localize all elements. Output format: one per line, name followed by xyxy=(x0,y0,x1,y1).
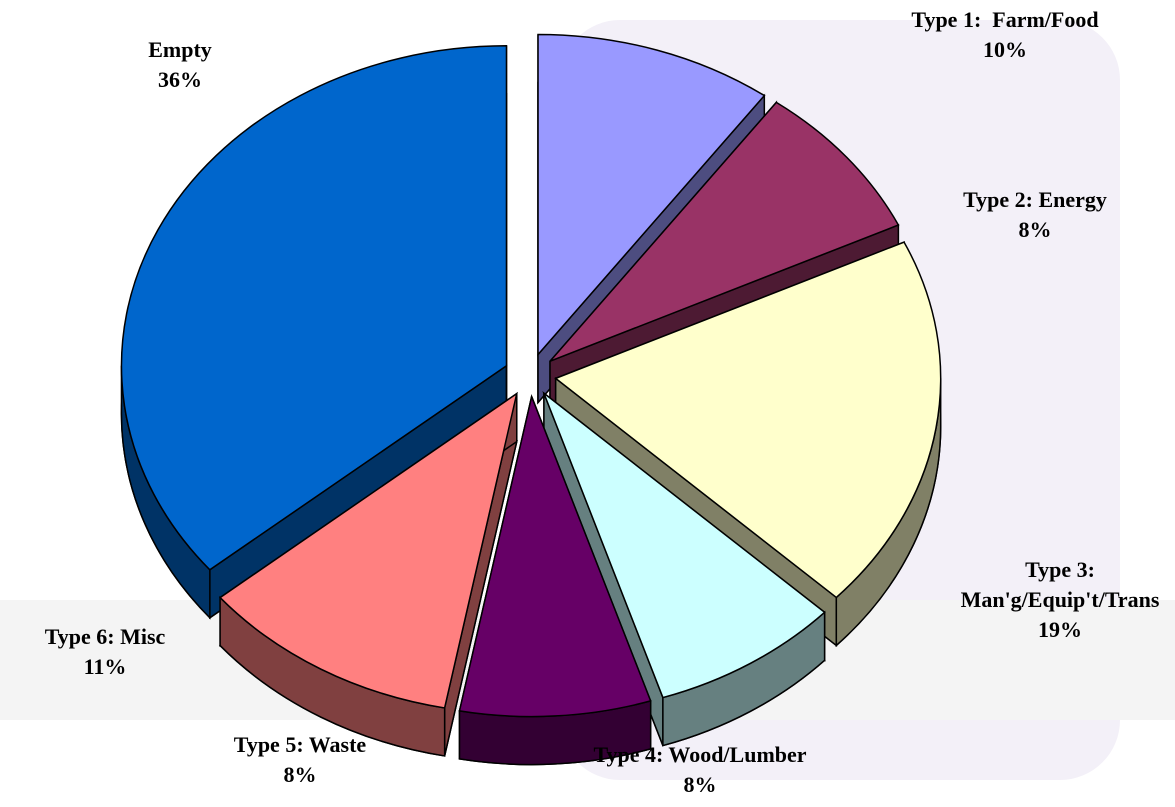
value-label: 11% xyxy=(83,654,127,679)
value-label: 36% xyxy=(158,67,202,92)
value-label: 8% xyxy=(1018,217,1052,242)
slice-label: Type 6: Misc 11% xyxy=(0,622,215,682)
category-label: Type 2: Energy xyxy=(963,187,1107,212)
slice-label: Empty 36% xyxy=(80,35,280,95)
category-label: Type 6: Misc xyxy=(44,624,166,649)
slice-label: Type 5: Waste 8% xyxy=(150,730,450,790)
value-label: 8% xyxy=(283,762,317,787)
category-label: Empty xyxy=(148,37,212,62)
slice xyxy=(218,391,518,709)
slice xyxy=(542,390,826,699)
slice xyxy=(537,33,766,357)
slice xyxy=(554,241,942,599)
slice xyxy=(549,101,900,362)
category-label: Type 5: Waste xyxy=(233,732,367,757)
slice-label: Type 4: Wood/Lumber 8% xyxy=(550,740,850,800)
category-label: Type 3: Man'g/Equip't/Trans xyxy=(960,557,1160,612)
slice-label: Type 2: Energy 8% xyxy=(885,185,1175,245)
value-label: 8% xyxy=(683,772,717,797)
category-label: Type 4: Wood/Lumber xyxy=(593,742,807,767)
category-label: Type 1: Farm/Food xyxy=(911,7,1099,32)
slice xyxy=(120,45,508,571)
slice-label: Type 1: Farm/Food 10% xyxy=(855,5,1155,65)
slice xyxy=(458,394,652,718)
slice-label: Type 3: Man'g/Equip't/Trans 19% xyxy=(940,555,1175,645)
value-label: 19% xyxy=(1038,617,1082,642)
value-label: 10% xyxy=(983,37,1027,62)
